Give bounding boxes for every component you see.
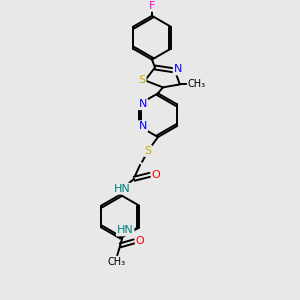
Text: N: N xyxy=(139,121,147,131)
Text: HN: HN xyxy=(117,225,134,236)
Text: F: F xyxy=(149,1,155,11)
Text: HN: HN xyxy=(114,184,130,194)
Text: O: O xyxy=(136,236,145,246)
Text: S: S xyxy=(139,75,145,85)
Text: N: N xyxy=(139,99,147,109)
Text: N: N xyxy=(174,64,182,74)
Text: O: O xyxy=(152,170,160,180)
Text: S: S xyxy=(145,146,152,156)
Text: CH₃: CH₃ xyxy=(188,80,206,89)
Text: CH₃: CH₃ xyxy=(107,257,125,267)
